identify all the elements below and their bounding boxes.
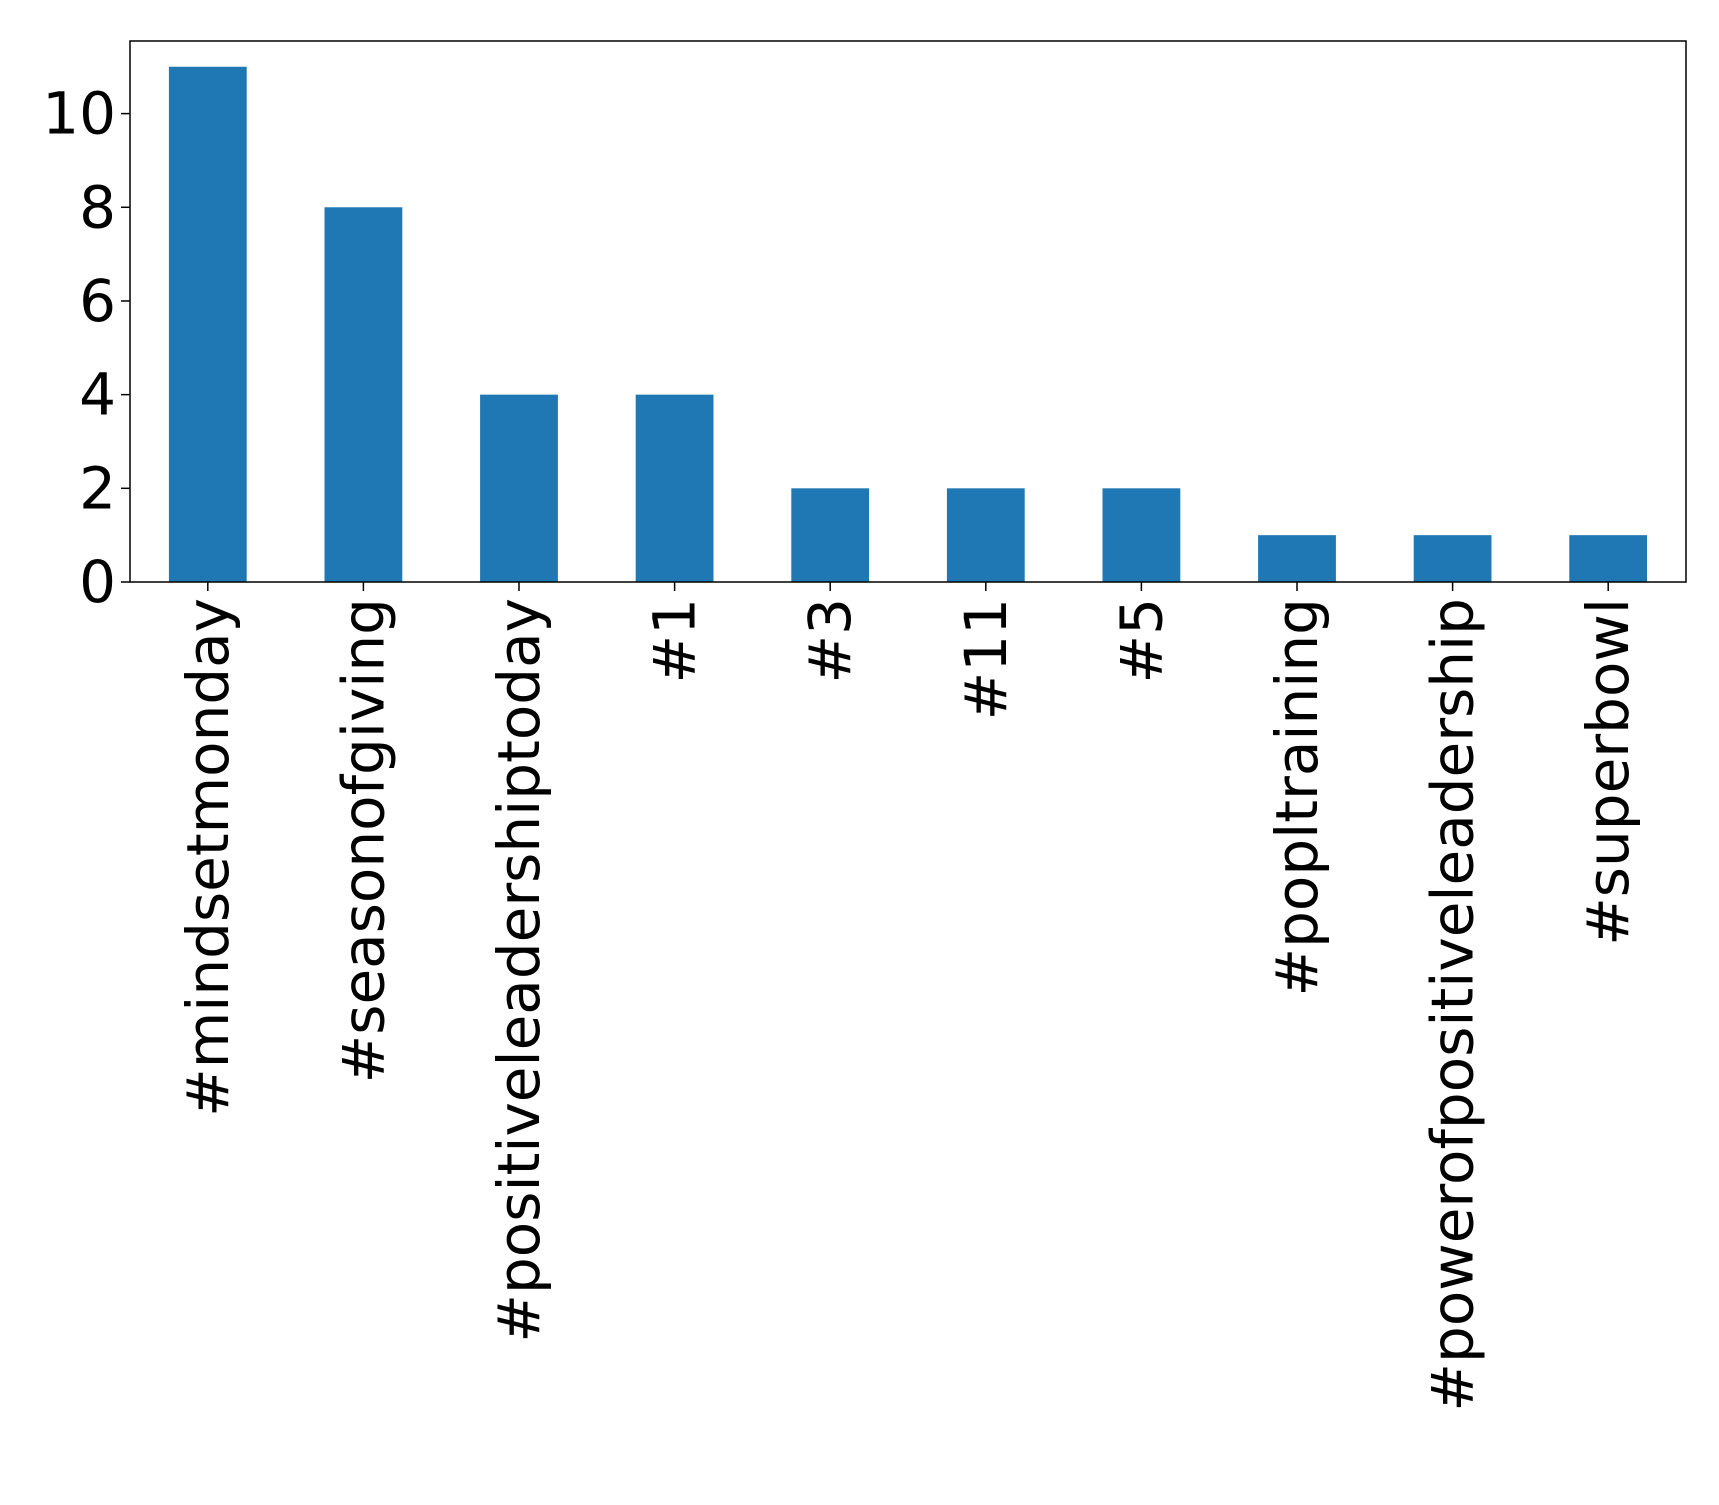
- plot-frame: [129, 40, 1687, 583]
- y-tick-label: 8: [79, 173, 116, 241]
- bar-1: [168, 66, 247, 582]
- bar-10: [1569, 535, 1648, 582]
- bar-6: [946, 488, 1025, 582]
- y-tick-label: 0: [79, 548, 116, 616]
- y-tick-label: 4: [79, 361, 116, 429]
- x-tick-label: #positiveleadershiptoday: [485, 598, 553, 1343]
- bar-4: [635, 394, 714, 582]
- x-tick-label: #superbowl: [1574, 598, 1642, 946]
- x-tick-label: #3: [796, 598, 864, 684]
- y-tick-label: 2: [79, 454, 116, 522]
- x-tick-label: #popltraining: [1263, 598, 1331, 997]
- x-tick-label: #mindsetmonday: [174, 598, 242, 1117]
- bar-3: [480, 394, 558, 582]
- bar-7: [1102, 488, 1181, 582]
- x-tick-label: #5: [1107, 598, 1175, 684]
- bar-5: [791, 488, 870, 582]
- y-axis: 0 2 4 6 8 10: [42, 80, 130, 616]
- x-tick-label: #seasonofgiving: [329, 598, 397, 1083]
- y-tick-label: 10: [42, 80, 116, 148]
- bars: [168, 66, 1648, 583]
- x-tick-label: #11: [952, 598, 1020, 720]
- x-tick-label: #1: [641, 598, 709, 684]
- bar-8: [1258, 535, 1336, 582]
- bar-9: [1413, 535, 1492, 582]
- x-axis: #mindsetmonday #seasonofgiving #positivele…: [174, 582, 1642, 1412]
- bar-2: [324, 207, 403, 583]
- x-tick-label: #powerofpositiveleadership: [1419, 598, 1487, 1412]
- y-tick-label: 6: [79, 267, 116, 335]
